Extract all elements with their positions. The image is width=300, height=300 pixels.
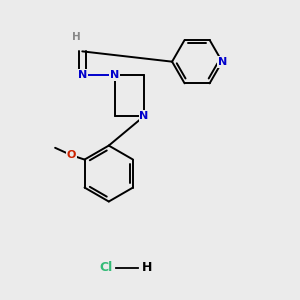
Text: H: H <box>72 32 81 42</box>
Text: N: N <box>110 70 119 80</box>
Text: N: N <box>140 111 149 121</box>
Text: N: N <box>218 57 227 67</box>
Text: Cl: Cl <box>99 261 112 274</box>
Text: N: N <box>78 70 87 80</box>
Text: O: O <box>67 150 76 160</box>
Text: H: H <box>142 261 152 274</box>
